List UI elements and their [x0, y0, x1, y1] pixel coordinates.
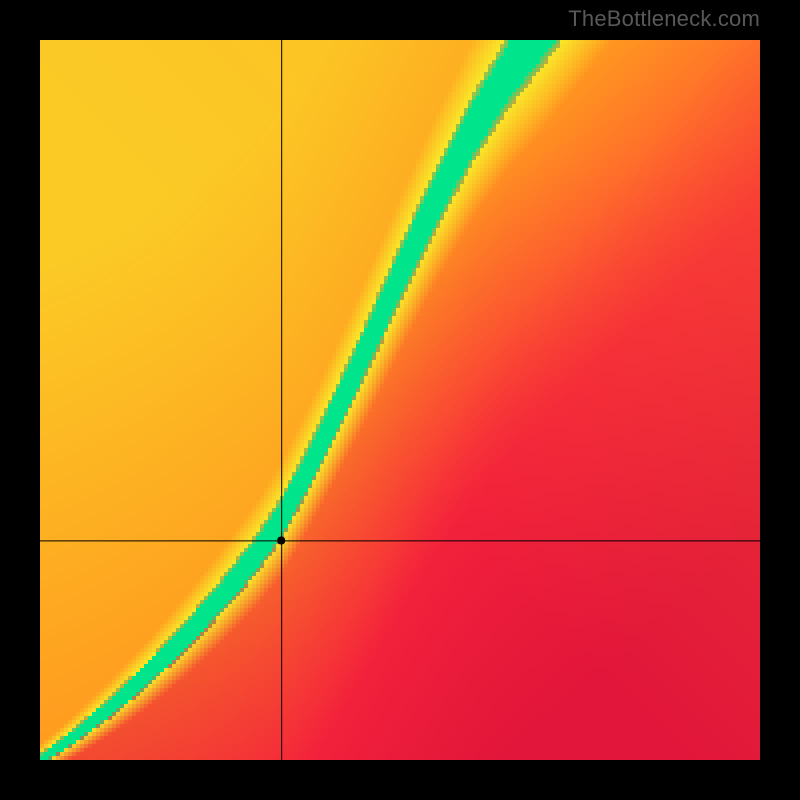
chart-container: TheBottleneck.com — [0, 0, 800, 800]
crosshair-overlay — [40, 40, 760, 760]
watermark-text: TheBottleneck.com — [568, 6, 760, 32]
